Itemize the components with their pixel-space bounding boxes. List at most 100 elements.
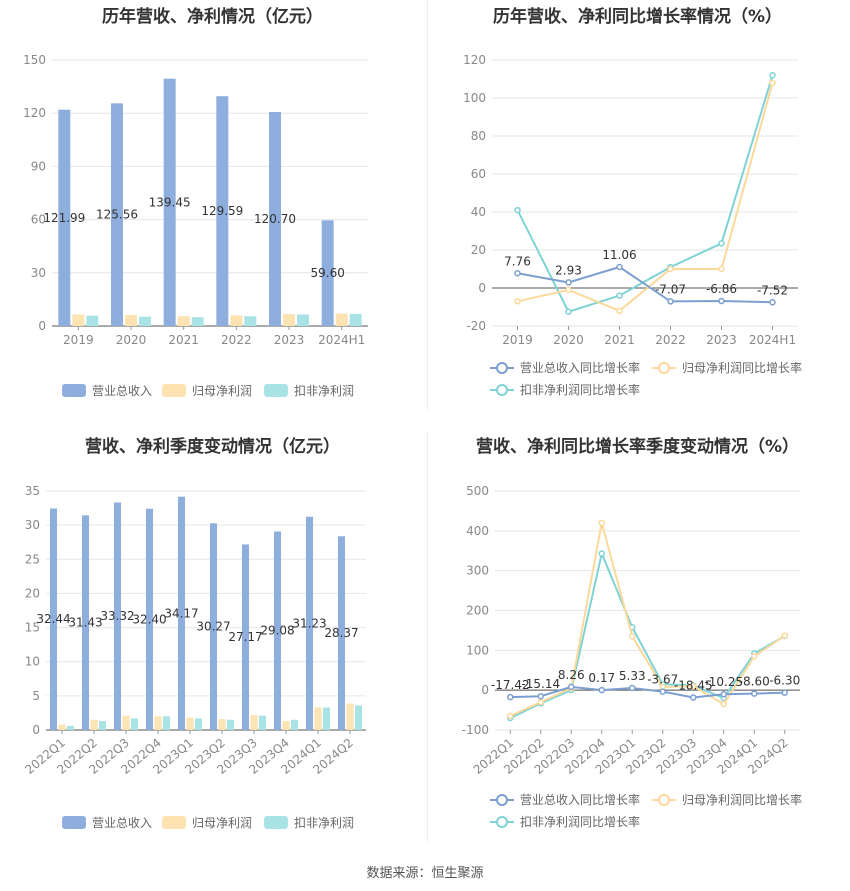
bar [349, 313, 362, 326]
quarterly-growth-chart: -10001002003004005002022Q12022Q22022Q320… [462, 484, 802, 829]
data-point [514, 298, 521, 305]
y-tick-label: 20 [471, 243, 486, 257]
bar [244, 316, 257, 326]
data-label: 34.17 [164, 606, 198, 620]
x-tick-label: 2021 [604, 333, 635, 347]
data-point [659, 688, 666, 695]
bar [195, 718, 202, 730]
plot-area: -20 0 20 40 60 80 100 120 2019 2020 2021 2022 2023 20… [463, 53, 802, 397]
bar [86, 315, 99, 326]
y-tick-label: -20 [466, 319, 486, 333]
data-point [629, 684, 636, 692]
data-point [565, 308, 572, 315]
legend: 营业总收入 归母净利润 扣非净利润 [62, 384, 354, 398]
bar [163, 716, 170, 730]
y-tick-label: 20 [25, 586, 40, 600]
data-label: 139.45 [149, 195, 191, 209]
bar [269, 111, 281, 326]
bar [306, 516, 313, 730]
data-point [507, 693, 514, 701]
series-line [509, 522, 786, 717]
y-tick-label: 0 [38, 319, 46, 333]
x-tick-label: 2021 [168, 333, 199, 347]
annual-growth-chart: -20 0 20 40 60 80 100 120 2019 2020 2021 2022 2023 20… [463, 53, 802, 397]
data-point [616, 307, 623, 315]
bar [67, 725, 74, 730]
plot-area: -10001002003004005002022Q12022Q22022Q320… [462, 484, 802, 829]
bar [242, 544, 249, 730]
bar [177, 316, 190, 326]
data-label: 29.08 [260, 624, 294, 638]
legend-label: 营业总收入 [92, 816, 152, 830]
chart-title: 营收、净利季度变动情况（亿元） [85, 437, 340, 457]
x-tick-label: 2023 [274, 333, 305, 347]
y-tick-label: 0 [32, 723, 40, 737]
y-tick-label: 30 [31, 266, 46, 280]
data-label: 32.40 [132, 612, 166, 626]
y-tick-label: 150 [23, 53, 46, 67]
bar [297, 314, 309, 326]
data-point [667, 298, 674, 305]
bar [291, 719, 298, 730]
data-point [514, 270, 521, 277]
panel-divider [427, 432, 428, 842]
data-label: 33.32 [100, 609, 134, 623]
bar [314, 707, 322, 730]
chart-panel-annual-growth: 历年营收、净利同比增长率情况（%） -20 0 20 40 60 80 100 120 2019… [425, 0, 850, 430]
data-label: -7.07 [655, 282, 686, 296]
y-tick-label: 40 [471, 205, 486, 219]
y-tick-label: 100 [466, 643, 489, 657]
y-tick-label: 60 [31, 213, 46, 227]
legend: 营业总收入 归母净利润 扣非净利润 [62, 816, 354, 830]
chart-title: 营收、净利同比增长率季度变动情况（%） [475, 437, 800, 457]
bar [346, 703, 354, 730]
data-point [514, 206, 521, 214]
y-tick-label: 35 [25, 484, 40, 498]
bar [335, 313, 348, 326]
legend-label: 扣非净利润 [294, 816, 354, 830]
data-label: -8.60 [739, 675, 770, 689]
data-point [720, 700, 727, 708]
data-label: 11.06 [602, 248, 636, 262]
bar [50, 508, 57, 730]
bar [82, 515, 89, 730]
bar [230, 315, 243, 326]
data-point [690, 694, 697, 701]
bar [186, 717, 194, 730]
data-label: -17.42 [491, 678, 530, 692]
data-point [616, 292, 623, 299]
bar [58, 109, 71, 326]
y-tick-label: 10 [25, 655, 40, 669]
y-tick-label: 300 [466, 564, 489, 578]
x-tick-label: 2020 [116, 333, 147, 347]
y-tick-label: 200 [466, 604, 489, 618]
bar [338, 536, 345, 730]
y-tick-label: 120 [463, 53, 486, 67]
data-point [565, 286, 572, 294]
data-label: 28.37 [324, 626, 358, 640]
chart-title: 历年营收、净利同比增长率情况（%） [492, 7, 783, 27]
bar [99, 721, 106, 730]
bar [163, 78, 176, 326]
series-line [517, 265, 773, 304]
data-point [616, 263, 623, 271]
y-tick-label: 30 [25, 518, 40, 532]
bar [259, 715, 266, 730]
data-point [769, 299, 776, 306]
data-point [507, 712, 514, 720]
data-point [769, 71, 776, 79]
bar [210, 523, 217, 730]
x-tick-label: 2019 [502, 333, 533, 347]
legend-label: 扣非净利润同比增长率 [520, 382, 640, 397]
y-tick-label: 5 [32, 689, 40, 703]
data-point [718, 297, 725, 305]
y-tick-label: 80 [471, 129, 486, 143]
bar [90, 719, 98, 730]
bar [282, 721, 290, 730]
bar [131, 718, 138, 730]
data-source-note: 数据来源：恒生聚源 [366, 866, 484, 881]
data-point [751, 690, 758, 697]
data-label: 0.17 [588, 671, 615, 685]
plot-area: 0 30 60 90 120 150 2019 2020 2021 2022 2023 2024H1 1… [23, 53, 368, 398]
